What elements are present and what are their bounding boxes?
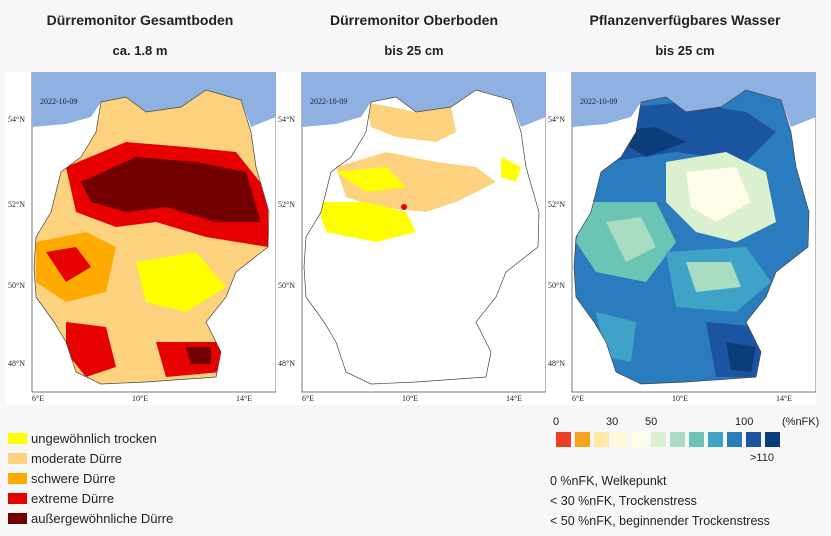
scale-tick: 30 xyxy=(606,416,619,428)
lat-label: 48°N xyxy=(548,359,565,368)
plant-available-water-map: 2022-10-09 54°N 52°N 50°N 48°N 6°E 10°E … xyxy=(546,72,816,405)
lat-label: 54°N xyxy=(278,115,295,124)
lat-label: 54°N xyxy=(8,115,25,124)
panel-2-title: Dürremonitor Oberboden xyxy=(329,12,498,28)
lat-label: 50°N xyxy=(278,281,295,290)
lat-label: 52°N xyxy=(8,200,25,209)
scale-unit: (%nFK) xyxy=(782,416,820,428)
lon-label: 6°E xyxy=(572,394,584,403)
note-beginning-stress: < 50 %nFK, beginnender Trockenstress xyxy=(550,514,770,528)
scale-tick: 100 xyxy=(735,416,754,428)
scale-box xyxy=(575,432,590,447)
lon-label: 14°E xyxy=(776,394,792,403)
legend-item: extreme Dürre xyxy=(8,488,173,508)
note-wilting-point: 0 %nFK, Welkepunkt xyxy=(550,474,667,488)
scale-box xyxy=(765,432,780,447)
lat-label: 48°N xyxy=(278,359,295,368)
drought-map-total-soil: 2022-10-09 54°N 52°N 50°N 48°N 6°E 10°E … xyxy=(6,72,276,405)
scale-box xyxy=(670,432,685,447)
legend-item: außergewöhnliche Dürre xyxy=(8,508,173,528)
scale-tick: 0 xyxy=(553,416,560,428)
lon-label: 10°E xyxy=(672,394,688,403)
drought-map-topsoil: 2022-10-09 54°N 52°N 50°N 48°N 6°E 10°E … xyxy=(276,72,546,405)
legend-swatch xyxy=(8,492,27,504)
legend-label: ungewöhnlich trocken xyxy=(31,430,157,446)
legend-label: extreme Dürre xyxy=(31,490,115,506)
lat-label: 54°N xyxy=(548,115,565,124)
date-label: 2022-10-09 xyxy=(310,97,347,106)
lat-label: 52°N xyxy=(548,200,565,209)
lat-label: 52°N xyxy=(278,200,295,209)
panel-3-subtitle: bis 25 cm xyxy=(655,43,715,58)
scale-tick: 50 xyxy=(645,416,658,428)
scale-box xyxy=(746,432,761,447)
lon-label: 10°E xyxy=(402,394,418,403)
legend-item: ungewöhnlich trocken xyxy=(8,428,173,448)
legend-item: moderate Dürre xyxy=(8,448,173,468)
panel-2-subtitle: bis 25 cm xyxy=(384,43,444,58)
panel-3-title: Pflanzenverfügbares Wasser xyxy=(589,12,781,28)
legend-label: schwere Dürre xyxy=(31,470,116,486)
lat-label: 48°N xyxy=(8,359,25,368)
panel-1-title: Dürremonitor Gesamtboden xyxy=(46,12,234,28)
scale-box xyxy=(556,432,571,447)
lon-label: 6°E xyxy=(302,394,314,403)
panel-1-subtitle: ca. 1.8 m xyxy=(112,43,168,58)
legend-label: außergewöhnliche Dürre xyxy=(31,510,174,526)
date-label: 2022-10-09 xyxy=(580,97,617,106)
legend-item: schwere Dürre xyxy=(8,468,173,488)
scale-box xyxy=(708,432,723,447)
date-label: 2022-10-09 xyxy=(40,97,77,106)
scale-tick: >110 xyxy=(750,452,774,464)
drought-legend: ungewöhnlich trocken moderate Dürre schw… xyxy=(8,428,173,528)
scale-box xyxy=(594,432,609,447)
scale-box xyxy=(689,432,704,447)
scale-box xyxy=(632,432,647,447)
legend-swatch xyxy=(8,472,27,484)
scale-box xyxy=(651,432,666,447)
legend-swatch xyxy=(8,452,27,464)
scale-box xyxy=(727,432,742,447)
lon-label: 10°E xyxy=(132,394,148,403)
lat-label: 50°N xyxy=(548,281,565,290)
lon-label: 14°E xyxy=(506,394,522,403)
lon-label: 6°E xyxy=(32,394,44,403)
legend-label: moderate Dürre xyxy=(31,450,123,466)
legend-swatch xyxy=(8,512,27,524)
scale-box xyxy=(613,432,628,447)
legend-swatch xyxy=(8,432,27,444)
lon-label: 14°E xyxy=(236,394,252,403)
lat-label: 50°N xyxy=(8,281,25,290)
note-drought-stress: < 30 %nFK, Trockenstress xyxy=(550,494,697,508)
